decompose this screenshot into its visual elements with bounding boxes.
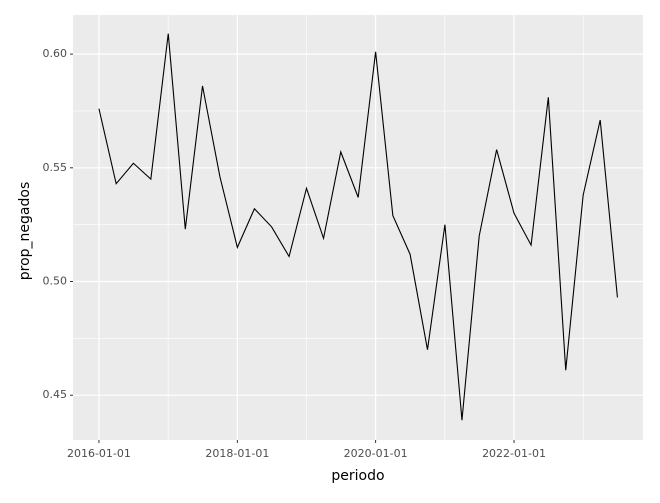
x-axis-title: periodo [331, 468, 384, 484]
x-tick-label: 2022-01-01 [482, 447, 546, 460]
panel-background [73, 15, 643, 440]
x-tick-label: 2016-01-01 [67, 447, 131, 460]
y-axis-title: prop_negados [17, 182, 33, 281]
x-tick-label: 2018-01-01 [205, 447, 269, 460]
y-tick-label: 0.60 [43, 47, 68, 60]
y-tick-label: 0.45 [43, 388, 68, 401]
x-tick-label: 2020-01-01 [344, 447, 408, 460]
y-tick-label: 0.55 [43, 161, 68, 174]
y-tick-label: 0.50 [43, 275, 68, 288]
line [98, 33, 618, 421]
